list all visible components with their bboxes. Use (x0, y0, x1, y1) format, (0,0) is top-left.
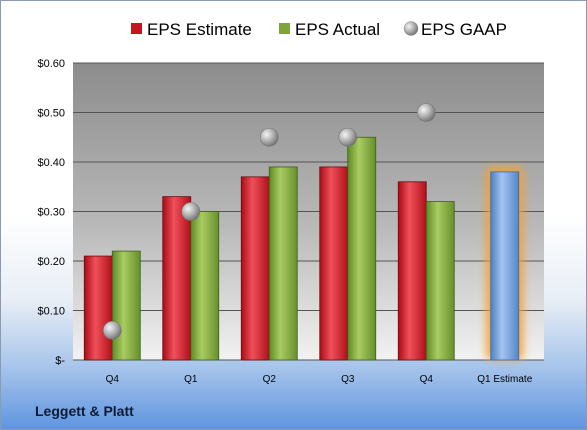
company-name: Leggett & Platt (35, 403, 134, 419)
bar-q1-estimate (490, 171, 520, 361)
bar-estimate (240, 176, 270, 361)
y-tick-label: $0.20 (37, 256, 65, 268)
legend-label: EPS Estimate (147, 20, 252, 39)
y-tick-label: $0.30 (37, 207, 65, 219)
gaap-marker (102, 320, 122, 340)
gaap-marker (338, 127, 358, 147)
bar-actual (268, 166, 298, 361)
x-tick-label: Q4 (420, 374, 434, 385)
y-tick-label: $0.40 (37, 157, 65, 169)
bar-estimate (162, 196, 192, 361)
legend-swatch (403, 21, 419, 36)
legend-label: EPS GAAP (421, 20, 507, 39)
gaap-marker (181, 202, 201, 221)
gaap-marker (416, 103, 436, 122)
bar-actual (111, 250, 141, 361)
y-tick-label: $0.50 (37, 108, 65, 120)
y-tick-label: $0.60 (37, 58, 65, 70)
bar-estimate (397, 181, 427, 361)
legend-label: EPS Actual (295, 20, 380, 39)
y-tick-label: $- (55, 355, 65, 367)
x-tick-label: Q1 (184, 374, 198, 385)
y-tick-label: $0.10 (37, 306, 65, 318)
x-tick-label: Q3 (341, 374, 355, 385)
legend-swatch (131, 23, 142, 34)
x-tick-label: Q1 Estimate (477, 374, 532, 385)
x-tick-label: Q2 (263, 374, 277, 385)
bar-actual (347, 136, 377, 361)
gaap-marker (259, 127, 279, 147)
bar-estimate (319, 166, 349, 361)
bar-estimate (83, 255, 113, 361)
legend-swatch (279, 23, 290, 34)
bar-actual (425, 201, 455, 361)
x-tick-label: Q4 (106, 374, 120, 385)
bar-actual (190, 211, 220, 361)
